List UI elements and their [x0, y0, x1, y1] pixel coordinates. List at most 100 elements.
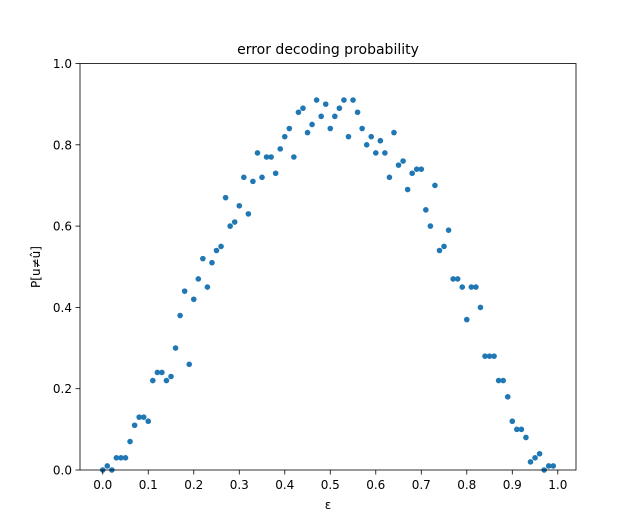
data-point [118, 455, 124, 461]
data-point [272, 170, 279, 177]
data-point [140, 414, 147, 420]
data-point [222, 194, 229, 201]
plot-area-frame [79, 63, 577, 471]
x-tick-label: 0.7 [412, 478, 431, 492]
data-point [218, 243, 224, 250]
data-point [154, 369, 161, 376]
data-point [318, 113, 324, 120]
data-point [359, 125, 365, 132]
data-point [332, 113, 338, 120]
y-axis-ticks: 0.0 0.2 0.4 0.6 0.8 1.0 [53, 57, 80, 478]
data-point [322, 101, 329, 107]
data-point [195, 276, 202, 282]
data-point [450, 276, 456, 282]
x-tick-label: 0.8 [457, 478, 476, 492]
data-point [313, 97, 320, 103]
data-point [345, 133, 352, 140]
data-point [468, 284, 475, 290]
data-points [99, 97, 557, 473]
y-tick-label: 0.4 [53, 301, 72, 315]
data-point [550, 463, 557, 469]
data-point [354, 109, 361, 116]
data-point [454, 276, 461, 282]
data-point [386, 174, 393, 181]
x-tick-label: 0.3 [230, 478, 249, 492]
data-point [395, 162, 402, 168]
data-point [459, 284, 466, 290]
x-tick-label: 0.5 [321, 478, 340, 492]
data-point [350, 97, 356, 103]
x-tick-label: 1.0 [548, 478, 567, 492]
data-point [300, 105, 306, 112]
data-point [377, 137, 384, 144]
data-point [186, 361, 193, 368]
data-point [536, 450, 543, 457]
data-point [163, 377, 170, 384]
data-point [500, 377, 506, 384]
data-point [436, 247, 443, 254]
data-point [518, 426, 525, 433]
data-point [432, 182, 438, 189]
data-point [295, 109, 302, 116]
data-point [404, 186, 411, 193]
data-point [523, 434, 529, 441]
x-tick-label: 0.2 [184, 478, 203, 492]
data-point [391, 129, 397, 136]
data-point [209, 259, 215, 266]
data-point [445, 227, 452, 233]
data-point [368, 133, 375, 140]
data-point [545, 463, 552, 469]
data-point [495, 377, 502, 384]
data-point [486, 353, 493, 359]
data-point [136, 414, 142, 420]
data-point [286, 125, 293, 132]
data-point [268, 154, 274, 160]
data-point [131, 422, 138, 429]
data-point [291, 154, 297, 160]
x-tick-label: 0.4 [275, 478, 294, 492]
y-tick-label: 0.0 [53, 464, 72, 478]
x-tick-label: 0.0 [93, 478, 112, 492]
data-point [409, 170, 415, 177]
y-tick-label: 0.6 [53, 220, 72, 234]
data-point [363, 142, 370, 148]
data-point [200, 255, 206, 262]
data-point [263, 154, 270, 160]
data-point [400, 158, 406, 164]
data-point [491, 353, 497, 359]
data-point [159, 369, 165, 376]
data-point [168, 373, 174, 380]
data-point [382, 150, 388, 156]
data-point [473, 284, 479, 290]
y-tick-label: 0.2 [53, 382, 72, 396]
data-point [127, 438, 133, 445]
data-point [327, 125, 334, 132]
data-point [509, 418, 516, 425]
data-point [254, 150, 261, 156]
data-point [231, 219, 238, 225]
data-point [504, 394, 511, 400]
data-point [181, 288, 188, 294]
chart-title: error decoding probability [237, 42, 419, 58]
data-point [227, 223, 233, 229]
data-point [441, 243, 447, 250]
data-point [213, 247, 220, 254]
data-point [113, 455, 120, 461]
data-point [250, 178, 256, 185]
y-axis-label: P[u≠û] [29, 246, 43, 288]
data-point [514, 426, 520, 433]
data-point [341, 97, 347, 103]
x-tick-label: 0.6 [366, 478, 385, 492]
data-point [281, 133, 288, 140]
data-point [418, 166, 425, 172]
data-point [241, 174, 247, 181]
data-point [204, 284, 211, 290]
data-point [527, 459, 534, 465]
data-point [236, 202, 243, 209]
data-point [145, 418, 152, 425]
x-axis-ticks: 0.0 0.1 0.2 0.3 0.4 0.5 0.6 0.7 0.8 0.9 1.0 [93, 470, 567, 492]
data-point [309, 121, 315, 128]
